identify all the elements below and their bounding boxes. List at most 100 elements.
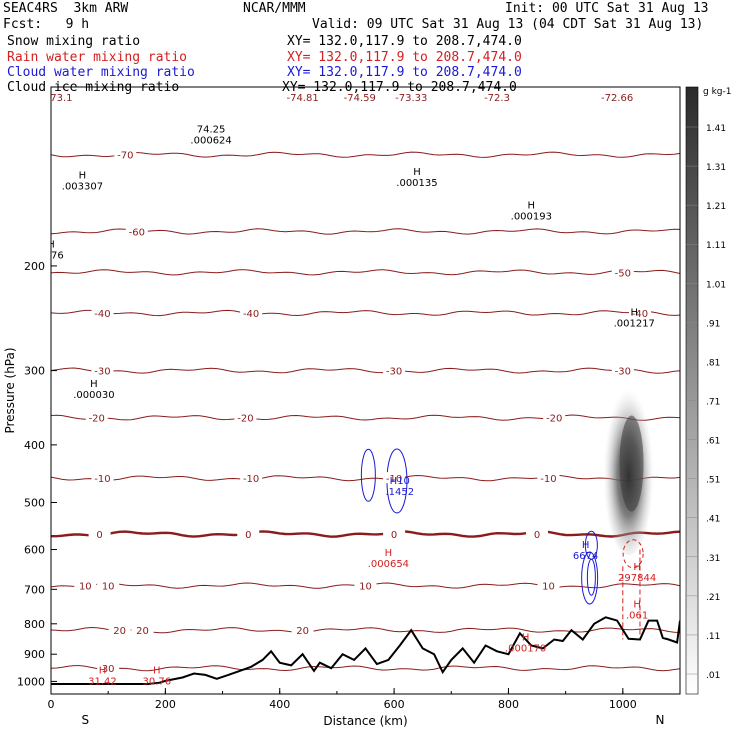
isotherm-label-bg: [91, 306, 114, 318]
colorbar-label: .11: [706, 632, 720, 642]
max-marker: H10: [390, 476, 410, 487]
isotherm-label-bg: [291, 624, 314, 636]
isotherm--60: [51, 228, 680, 235]
isotherm-label--30: -30: [615, 367, 631, 378]
isotherm--30: [51, 367, 680, 374]
isotherm-label--20: -20: [546, 414, 562, 425]
isotherm-label-bg: [91, 364, 114, 376]
terrain-layer: [51, 616, 680, 685]
rain-contour: [622, 539, 644, 569]
isotherm-label-bg: [537, 472, 560, 484]
colorbar-label: 1.41: [706, 124, 726, 134]
isotherm-label--40: -40: [94, 309, 110, 320]
top-row-label: -74.81: [286, 93, 318, 104]
field-name-cloud-water: Cloud water mixing ratio: [7, 65, 195, 80]
isotherm-label--40: -40: [243, 309, 259, 320]
field-xy-snow: XY= 132.0,117.9 to 208.7,474.0: [287, 34, 522, 49]
hydrometeor-layer: [360, 380, 654, 640]
max-marker: H: [630, 308, 638, 319]
colorbar-label: 1.31: [706, 163, 726, 173]
isotherm--70: [51, 151, 680, 158]
cloud-water-contour: [581, 551, 599, 605]
isotherm-label-bg: [88, 528, 111, 540]
colorbar-label: 1.01: [706, 280, 726, 290]
snow-plume-core: [619, 415, 644, 512]
isotherm-label--10: -10: [243, 474, 259, 485]
isotherm-label-bg: [74, 579, 97, 591]
isotherm-label-0: 0: [245, 530, 251, 541]
isotherm-label-bg: [383, 472, 406, 484]
x-tick-label: 200: [155, 698, 176, 711]
isotherm--10: [51, 474, 680, 482]
x-tick-label: 600: [384, 698, 405, 711]
init-time: Init: 00 UTC Sat 31 Aug 13: [505, 1, 709, 16]
max-value: .000654: [368, 559, 409, 570]
max-marker: H: [99, 665, 107, 676]
max-marker: H: [528, 200, 536, 211]
colorbar-label: 1.11: [706, 241, 726, 251]
isotherm-label-0: 0: [534, 530, 540, 541]
isotherm-0: [51, 530, 680, 538]
x-tick-label: 800: [498, 698, 519, 711]
max-marker: 74.25: [197, 124, 226, 135]
colorbar-label: .61: [706, 437, 720, 447]
max-value: .000135: [396, 178, 437, 189]
colorbar-label: 1.21: [706, 202, 726, 212]
isotherm-label-bg: [97, 579, 120, 591]
max-value: .061: [626, 611, 648, 622]
isotherm-label-bg: [91, 472, 114, 484]
isotherm-label-0: 0: [391, 530, 397, 541]
isotherm--40: [51, 309, 680, 317]
max-value: .000030: [73, 390, 114, 401]
isotherm-label--20: -20: [89, 414, 105, 425]
isotherm-label-20: 20: [296, 626, 309, 637]
terrain-profile: [51, 616, 680, 685]
max-value: .001217: [614, 319, 655, 330]
colorbar-label: .81: [706, 358, 720, 368]
isotherm-label-bg: [611, 364, 634, 376]
isotherm-label--20: -20: [237, 414, 253, 425]
top-row-label: -74.59: [344, 93, 376, 104]
south-label: S: [81, 713, 89, 727]
isotherm-label-30: 30: [102, 664, 115, 675]
colorbar-unit: g kg-1: [703, 87, 731, 97]
max-value: .000170: [505, 643, 546, 654]
max-value: 30.76: [142, 676, 171, 687]
top-row-label: -73.1: [47, 93, 73, 104]
isotherm-20: [51, 626, 680, 634]
top-row-label: -72.66: [601, 93, 633, 104]
max-marker: H: [582, 540, 590, 551]
y-tick-label: 200: [24, 260, 45, 273]
isotherm-label-bg: [237, 528, 260, 540]
max-value: 31.42: [88, 676, 117, 687]
max-value: 297844: [618, 573, 656, 584]
isotherm-label-bg: [125, 225, 148, 237]
max-value: .003307: [62, 181, 103, 192]
max-value: 6674: [573, 551, 598, 562]
north-label: N: [655, 713, 664, 727]
isotherm-label--10: -10: [386, 474, 402, 485]
colorbar-label: .31: [706, 554, 720, 564]
isotherm-label-bg: [526, 528, 549, 540]
max-marker: H: [385, 548, 393, 559]
y-tick-label: 600: [24, 544, 45, 557]
isotherm-label-bg: [383, 528, 406, 540]
max-marker: H: [633, 600, 641, 611]
isotherm-layer: [51, 151, 680, 672]
y-tick-label: 300: [24, 365, 45, 378]
max-marker: H: [522, 632, 530, 643]
y-tick-label: 700: [24, 583, 45, 596]
x-tick-label: 1000: [609, 698, 637, 711]
max-marker: H: [633, 562, 641, 573]
isotherm--20: [51, 414, 680, 421]
isotherm-label--40: -40: [632, 309, 648, 320]
top-row-label: -72.3: [484, 93, 510, 104]
top-row-label: -73.33: [395, 93, 427, 104]
isotherm-label--50: -50: [615, 268, 631, 279]
max-marker: H: [90, 379, 98, 390]
isotherm-label--30: -30: [386, 367, 402, 378]
valid-time: Valid: 09 UTC Sat 31 Aug 13 (04 CDT Sat …: [312, 17, 704, 32]
isotherm-label-bg: [611, 266, 634, 278]
field-name-snow: Snow mixing ratio: [7, 34, 141, 49]
x-axis-title: Distance (km): [323, 714, 407, 728]
